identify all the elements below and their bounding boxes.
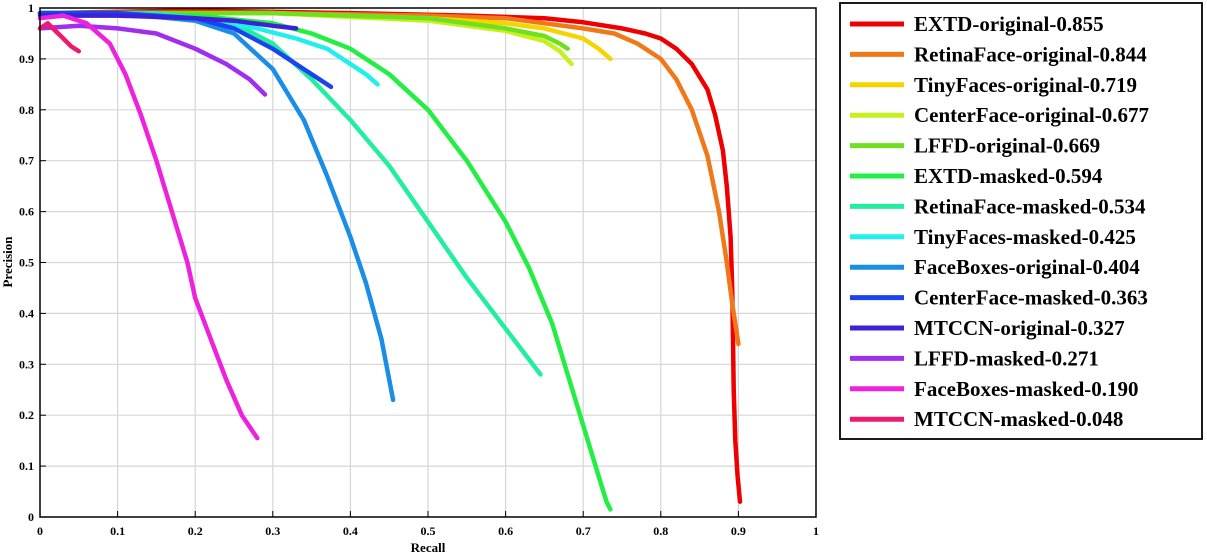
y-tick-label: 0.5 xyxy=(19,256,34,270)
y-tick-label: 1 xyxy=(28,1,34,15)
legend-label: TinyFaces-original-0.719 xyxy=(914,73,1137,97)
x-tick-label: 0.9 xyxy=(731,524,746,538)
y-tick-label: 0.6 xyxy=(19,205,34,219)
y-tick-label: 0.3 xyxy=(19,357,34,371)
series-line-2 xyxy=(37,10,741,347)
legend-label: CenterFace-masked-0.363 xyxy=(914,286,1148,310)
x-tick-label: 0.2 xyxy=(188,524,203,538)
legend-label: LFFD-original-0.669 xyxy=(914,134,1100,158)
series-line-10 xyxy=(37,10,334,90)
y-tick-label: 0.9 xyxy=(19,52,34,66)
series-line-11 xyxy=(37,13,299,31)
x-ticks: 0 0.1 0.2 0.3 0.4 0.5 0.6 0.7 0.8 0.9 1 xyxy=(37,511,819,538)
y-tick-label: 0.7 xyxy=(19,154,34,168)
y-tick-label: 0.2 xyxy=(19,408,34,422)
y-ticks: 0 0.1 0.2 0.3 0.4 0.5 0.6 0.7 0.8 0.9 1 xyxy=(19,1,46,524)
legend-label: FaceBoxes-original-0.404 xyxy=(914,255,1140,279)
x-tick-label: 0.4 xyxy=(343,524,358,538)
x-tick-label: 0 xyxy=(37,524,43,538)
legend-label: CenterFace-original-0.677 xyxy=(914,103,1149,127)
grid-layer xyxy=(40,8,816,517)
legend: EXTD-original-0.855 RetinaFace-original-0… xyxy=(839,2,1203,440)
legend-label: LFFD-masked-0.271 xyxy=(914,346,1099,370)
legend-label: RetinaFace-masked-0.534 xyxy=(914,194,1146,218)
x-tick-label: 1 xyxy=(813,524,819,538)
x-tick-label: 0.5 xyxy=(421,524,436,538)
y-tick-label: 0.4 xyxy=(19,306,34,320)
x-tick-label: 0.8 xyxy=(653,524,668,538)
x-tick-label: 0.3 xyxy=(265,524,280,538)
legend-box xyxy=(839,2,1203,440)
x-tick-label: 0.1 xyxy=(110,524,125,538)
legend-label: EXTD-original-0.855 xyxy=(914,12,1104,36)
legend-label: MTCCN-masked-0.048 xyxy=(914,407,1123,431)
x-tick-label: 0.6 xyxy=(498,524,513,538)
legend-label: RetinaFace-original-0.844 xyxy=(914,42,1147,66)
series-line-5 xyxy=(37,10,570,51)
series-line-13 xyxy=(37,13,260,441)
series-line-12 xyxy=(37,23,268,97)
legend-label: TinyFaces-masked-0.425 xyxy=(914,225,1136,249)
curves-layer xyxy=(37,8,743,512)
legend-label: EXTD-masked-0.594 xyxy=(914,164,1103,188)
y-axis-label: Precision xyxy=(0,236,15,288)
y-tick-label: 0.8 xyxy=(19,103,34,117)
series-line-14 xyxy=(37,21,82,54)
y-tick-label: 0.1 xyxy=(19,459,34,473)
legend-label: FaceBoxes-masked-0.190 xyxy=(914,377,1139,401)
y-tick-label: 0 xyxy=(28,510,34,524)
legend-label: MTCCN-original-0.327 xyxy=(914,316,1125,340)
x-tick-label: 0.7 xyxy=(576,524,591,538)
x-axis-label: Recall xyxy=(411,540,446,555)
